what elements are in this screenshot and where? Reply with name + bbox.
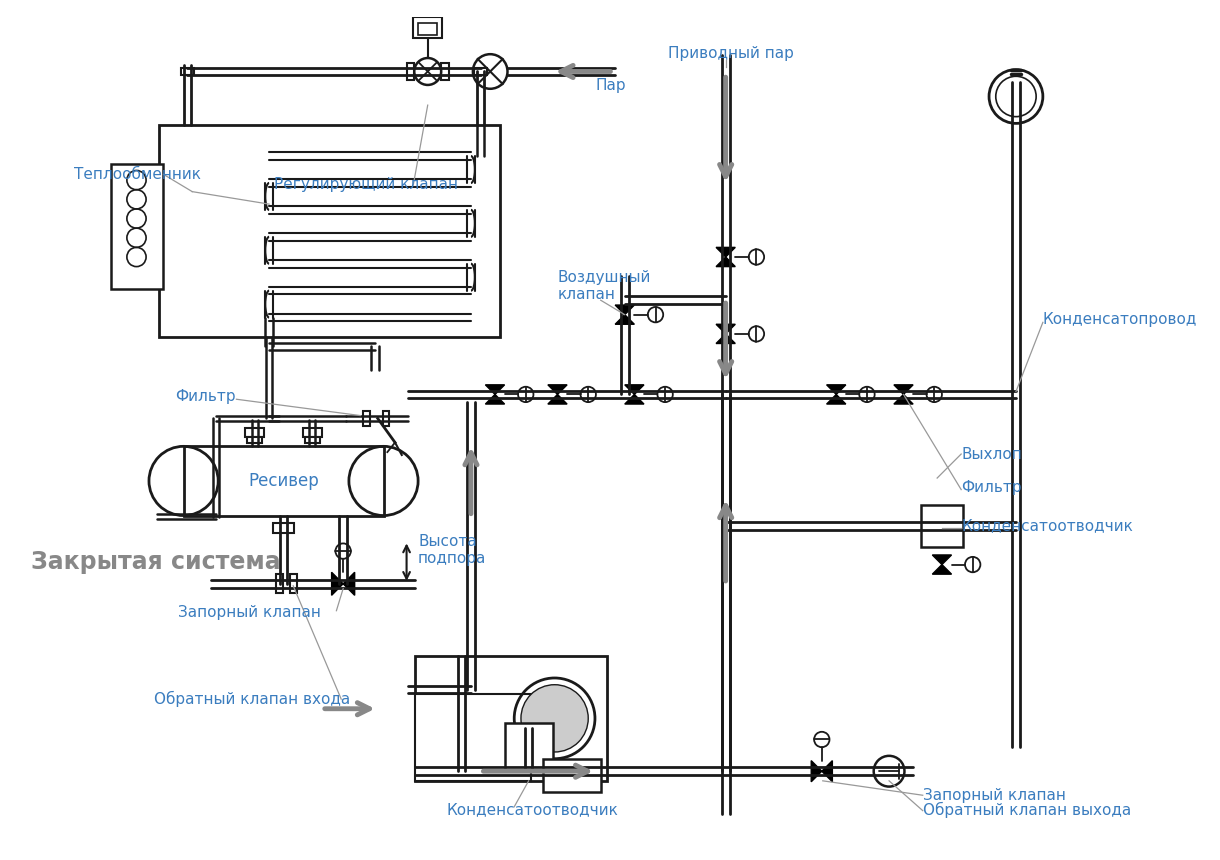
Polygon shape bbox=[625, 384, 644, 395]
Bar bbox=[415, 656, 608, 781]
Polygon shape bbox=[811, 760, 822, 782]
Text: Выхлоп: Выхлоп bbox=[961, 446, 1022, 462]
Bar bbox=[383, 411, 389, 427]
Bar bbox=[505, 723, 553, 771]
Polygon shape bbox=[822, 760, 832, 782]
Text: Обратный клапан выхода: Обратный клапан выхода bbox=[922, 802, 1131, 818]
Bar bbox=[273, 523, 294, 533]
Text: Регулирующий клапан: Регулирующий клапан bbox=[274, 177, 458, 193]
Polygon shape bbox=[332, 572, 343, 595]
Polygon shape bbox=[615, 305, 634, 315]
Polygon shape bbox=[486, 395, 505, 404]
Text: Конденсатоотводчик: Конденсатоотводчик bbox=[961, 519, 1133, 533]
Bar bbox=[159, 126, 500, 337]
Bar bbox=[303, 428, 322, 437]
Polygon shape bbox=[932, 564, 952, 574]
Text: Конденсатоотводчик: Конденсатоотводчик bbox=[447, 802, 619, 817]
Polygon shape bbox=[548, 395, 567, 404]
Circle shape bbox=[521, 685, 588, 752]
Polygon shape bbox=[894, 395, 913, 404]
Text: Пар: Пар bbox=[595, 78, 627, 94]
Polygon shape bbox=[615, 315, 634, 324]
Text: Приводный пар: Приводный пар bbox=[669, 46, 794, 61]
Text: Воздушный
клапан: Воздушный клапан bbox=[558, 270, 650, 302]
Text: Высота
подпора: Высота подпора bbox=[418, 534, 487, 567]
Bar bbox=[246, 437, 262, 444]
Bar bbox=[414, 16, 442, 38]
Text: Запорный клапан: Запорный клапан bbox=[922, 788, 1065, 802]
Polygon shape bbox=[827, 395, 845, 404]
Polygon shape bbox=[894, 384, 913, 395]
Polygon shape bbox=[716, 248, 736, 257]
Bar bbox=[290, 574, 296, 593]
Text: Закрытая система: Закрытая система bbox=[30, 550, 281, 574]
Polygon shape bbox=[625, 395, 644, 404]
Bar bbox=[418, 23, 437, 35]
Text: Обратный клапан входа: Обратный клапан входа bbox=[154, 691, 350, 707]
Polygon shape bbox=[716, 257, 736, 267]
Bar bbox=[183, 446, 383, 515]
Polygon shape bbox=[486, 384, 505, 395]
Polygon shape bbox=[932, 555, 952, 564]
Polygon shape bbox=[548, 384, 567, 395]
Bar bbox=[921, 505, 963, 547]
Text: Запорный клапан: Запорный клапан bbox=[178, 605, 321, 620]
Bar bbox=[364, 411, 370, 427]
Text: Фильтр: Фильтр bbox=[174, 389, 235, 404]
Bar bbox=[111, 163, 163, 289]
Bar bbox=[245, 428, 265, 437]
Bar bbox=[473, 68, 487, 76]
Text: Теплообменник: Теплообменник bbox=[74, 167, 201, 181]
Bar bbox=[276, 574, 283, 593]
Bar bbox=[543, 759, 600, 792]
Bar bbox=[415, 694, 531, 781]
Polygon shape bbox=[716, 334, 736, 343]
Polygon shape bbox=[827, 384, 845, 395]
Text: Конденсатопровод: Конденсатопровод bbox=[1043, 312, 1197, 327]
Text: Фильтр: Фильтр bbox=[961, 480, 1022, 495]
Polygon shape bbox=[716, 324, 736, 334]
Bar bbox=[406, 63, 415, 80]
Bar bbox=[181, 68, 194, 76]
Bar bbox=[442, 63, 449, 80]
Polygon shape bbox=[343, 572, 355, 595]
Text: Ресивер: Ресивер bbox=[248, 472, 318, 490]
Bar bbox=[305, 437, 320, 444]
